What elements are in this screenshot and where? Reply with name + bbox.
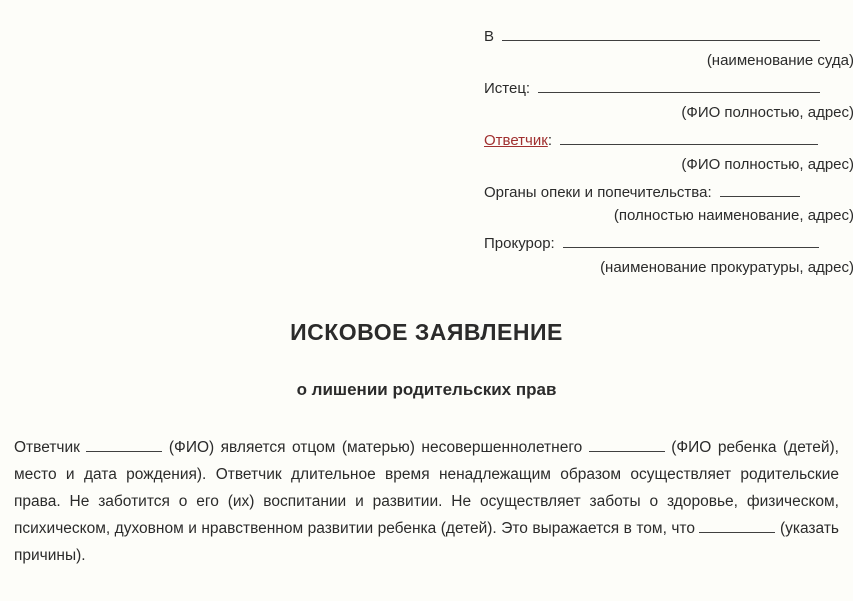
- document-page: В (наименование суда) Истец: (ФИО полнос…: [0, 0, 853, 601]
- plaintiff-label: Истец:: [484, 78, 530, 100]
- prosecutor-hint: (наименование прокуратуры, адрес): [484, 257, 853, 279]
- body-blank-3: [699, 518, 775, 533]
- to-hint: (наименование суда): [484, 50, 853, 72]
- guardianship-blank: [720, 181, 800, 196]
- guardianship-row: Органы опеки и попечительства:: [484, 181, 853, 203]
- guardianship-label: Органы опеки и попечительства:: [484, 182, 712, 204]
- prosecutor-blank: [563, 233, 819, 248]
- respondent-row: Ответчик:: [484, 130, 853, 152]
- plaintiff-blank: [538, 78, 820, 93]
- body-t1: Ответчик: [14, 439, 86, 456]
- body-blank-1: [86, 437, 162, 452]
- respondent-blank: [560, 130, 818, 145]
- title-main: ИСКОВОЕ ЗАЯВЛЕНИЕ: [14, 319, 839, 346]
- respondent-link[interactable]: Ответчик: [484, 130, 548, 152]
- prosecutor-row: Прокурор:: [484, 233, 853, 255]
- title-sub: о лишении родительских прав: [14, 380, 839, 400]
- plaintiff-row: Истец:: [484, 78, 853, 100]
- respondent-hint: (ФИО полностью, адрес): [484, 154, 853, 176]
- respondent-colon: :: [548, 130, 552, 152]
- header-block: В (наименование суда) Истец: (ФИО полнос…: [484, 26, 853, 279]
- prosecutor-label: Прокурор:: [484, 233, 555, 255]
- body-blank-2: [589, 437, 665, 452]
- plaintiff-hint: (ФИО полностью, адрес): [484, 102, 853, 124]
- to-row: В: [484, 26, 853, 48]
- guardianship-hint: (полностью наименование, адрес): [484, 205, 853, 227]
- to-label: В: [484, 26, 494, 48]
- body-t2: (ФИО) является отцом (матерью) несоверше…: [162, 439, 588, 456]
- body-paragraph: Ответчик (ФИО) является отцом (матерью) …: [14, 434, 839, 570]
- to-blank: [502, 26, 820, 41]
